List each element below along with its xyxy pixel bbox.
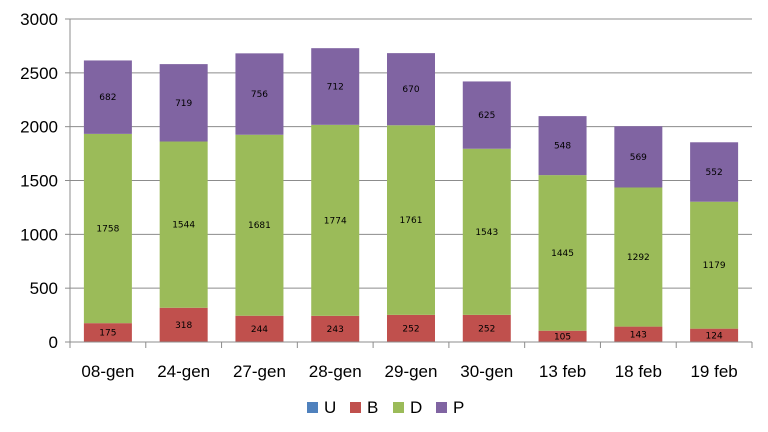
data-label-B: 252 <box>478 324 495 334</box>
data-label-D: 1761 <box>400 216 423 226</box>
x-tick-label: 30-gen <box>460 362 513 381</box>
bar-B <box>690 328 739 342</box>
data-label-D: 1774 <box>324 216 347 226</box>
data-label-P: 569 <box>630 153 647 163</box>
data-label-D: 1179 <box>703 261 726 271</box>
legend-swatch-D <box>393 402 404 413</box>
bar-D <box>159 141 208 308</box>
bar-D <box>462 148 511 315</box>
y-tick-label: 500 <box>30 279 58 298</box>
y-tick-label: 3000 <box>20 10 58 29</box>
bar-B <box>387 314 435 342</box>
y-tick-label: 1000 <box>20 225 58 244</box>
data-label-P: 756 <box>251 90 268 100</box>
bar-D <box>83 133 132 324</box>
x-axis: 08-gen 24-gen 27-gen 28-gen 29-gen 30-gen 13 f… <box>69 341 753 381</box>
legend-swatch-U <box>307 402 318 413</box>
bar-D <box>538 175 587 331</box>
data-label-B: 105 <box>554 332 571 342</box>
bar-P <box>690 142 739 202</box>
bar-B <box>83 323 132 342</box>
data-label-P: 625 <box>478 111 495 121</box>
data-label-P: 719 <box>175 99 192 109</box>
legend-label-B: B <box>367 398 378 417</box>
bar-P <box>311 48 360 125</box>
bar-B <box>311 315 360 342</box>
bar-D <box>311 124 360 316</box>
data-label-B: 252 <box>402 324 419 334</box>
bar-D <box>614 187 663 327</box>
data-label-B: 143 <box>630 330 647 340</box>
bar-B <box>538 330 587 342</box>
y-tick-label: 2500 <box>20 64 58 83</box>
data-label-D: 1292 <box>627 253 650 263</box>
data-label-B: 124 <box>706 331 723 341</box>
bar-P <box>614 126 663 188</box>
legend-label-P: P <box>453 398 464 417</box>
data-label-D: 1445 <box>551 249 574 259</box>
bar-D <box>235 134 284 316</box>
bar-P <box>159 64 208 142</box>
x-tick-label: 28-gen <box>309 362 362 381</box>
data-label-D: 1758 <box>96 225 119 235</box>
bar-P <box>387 53 435 126</box>
x-tick-label: 29-gen <box>385 362 438 381</box>
data-label-P: 682 <box>99 93 116 103</box>
x-tick-label: 18 feb <box>615 362 662 381</box>
legend-label-U: U <box>324 398 336 417</box>
data-label-P: 712 <box>327 83 344 93</box>
bars: 175 1758 682 318 1544 719 244 1681 756 243 1774 712… <box>83 48 739 342</box>
data-label-B: 318 <box>175 321 192 331</box>
bar-P <box>235 53 284 135</box>
x-tick-label: 24-gen <box>157 362 210 381</box>
bar-P <box>538 116 587 176</box>
data-label-B: 244 <box>251 325 268 335</box>
data-label-P: 552 <box>706 168 723 178</box>
bar-D <box>690 201 739 329</box>
x-tick-label: 08-gen <box>81 362 134 381</box>
data-label-B: 243 <box>327 325 344 335</box>
bar-P <box>462 81 511 149</box>
x-tick-label: 13 feb <box>539 362 586 381</box>
data-label-P: 548 <box>554 142 571 152</box>
bar-B <box>159 307 208 342</box>
y-tick-label: 2000 <box>20 118 58 137</box>
legend-swatch-B <box>350 402 361 413</box>
data-label-D: 1543 <box>475 228 498 238</box>
x-tick-label: 27-gen <box>233 362 286 381</box>
bar-B <box>462 314 511 342</box>
data-label-B: 175 <box>99 329 116 339</box>
y-tick-label: 1500 <box>20 172 58 191</box>
y-axis: 0 500 1000 1500 2000 2500 3000 <box>20 10 71 352</box>
x-tick-label: 19 feb <box>690 362 737 381</box>
data-label-D: 1681 <box>248 221 271 231</box>
bar-D <box>387 125 435 315</box>
legend-label-D: D <box>410 398 422 417</box>
data-label-P: 670 <box>402 85 419 95</box>
bar-P <box>83 60 132 134</box>
bar-B <box>235 315 284 342</box>
y-tick-label: 0 <box>49 333 58 352</box>
legend-swatch-P <box>436 402 447 413</box>
data-label-D: 1544 <box>172 221 195 231</box>
bar-B <box>614 326 663 342</box>
